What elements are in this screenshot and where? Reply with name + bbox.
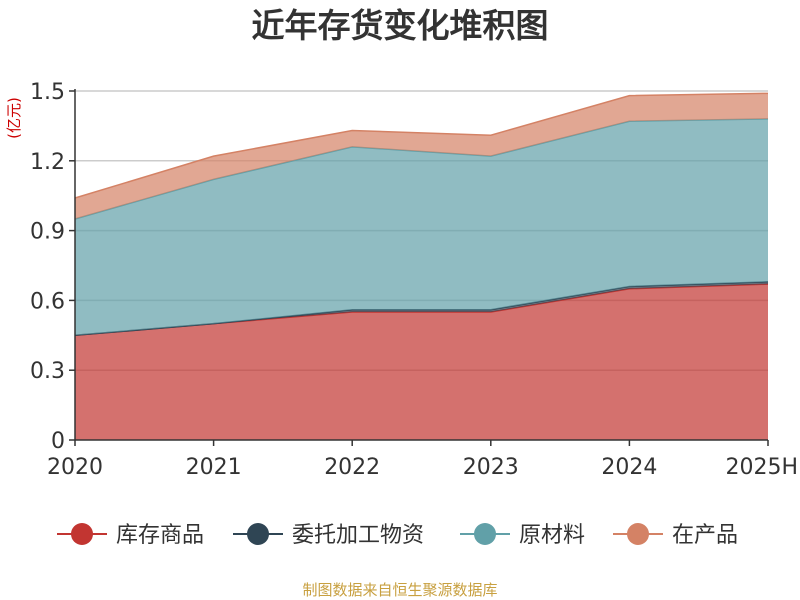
legend-item-0[interactable]: 库存商品 [57, 523, 204, 548]
y-tick-label: 1.2 [30, 150, 65, 175]
area-series-3 [75, 93, 768, 219]
y-tick-label: 0.3 [30, 359, 65, 384]
legend-marker-icon [474, 523, 496, 545]
legend-item-1[interactable]: 委托加工物资 [233, 523, 424, 548]
x-tick-label: 2020 [47, 455, 103, 480]
source-note: 制图数据来自恒生聚源数据库 [302, 581, 497, 599]
x-tick-label: 2021 [186, 455, 242, 480]
legend-label: 库存商品 [116, 523, 204, 548]
plot-area [74, 92, 769, 440]
legend-label: 在产品 [672, 523, 738, 548]
x-tick-label: 2022 [324, 455, 380, 480]
y-tick-label: 0.9 [30, 220, 65, 245]
y-tick-label: 0.6 [30, 289, 65, 314]
legend-marker-icon [71, 523, 93, 545]
legend-item-2[interactable]: 原材料 [460, 523, 585, 548]
y-tick-label: 0 [51, 429, 65, 454]
area-series-2 [75, 118, 768, 336]
legend-marker-icon [247, 523, 269, 545]
area-line-series-3 [74, 92, 769, 199]
legend-label: 委托加工物资 [292, 523, 424, 548]
area-series-0 [75, 284, 768, 440]
unit-label: (亿元) [5, 97, 23, 139]
x-tick-label: 2025H [725, 455, 798, 480]
y-tick-label: 1.5 [30, 80, 65, 105]
legend-item-3[interactable]: 在产品 [613, 523, 738, 548]
x-tick-label: 2024 [601, 455, 657, 480]
x-tick-label: 2023 [463, 455, 519, 480]
legend: 库存商品 委托加工物资 原材料 在产品 [57, 523, 738, 548]
axes: 0 0.3 0.6 0.9 1.2 1.5 2020 2021 2022 2023 2024 2025… [30, 80, 798, 480]
chart-title: 近年存货变化堆积图 [252, 6, 549, 45]
area-line-series-1 [74, 281, 769, 337]
legend-label: 原材料 [519, 523, 585, 548]
legend-marker-icon [627, 523, 649, 545]
